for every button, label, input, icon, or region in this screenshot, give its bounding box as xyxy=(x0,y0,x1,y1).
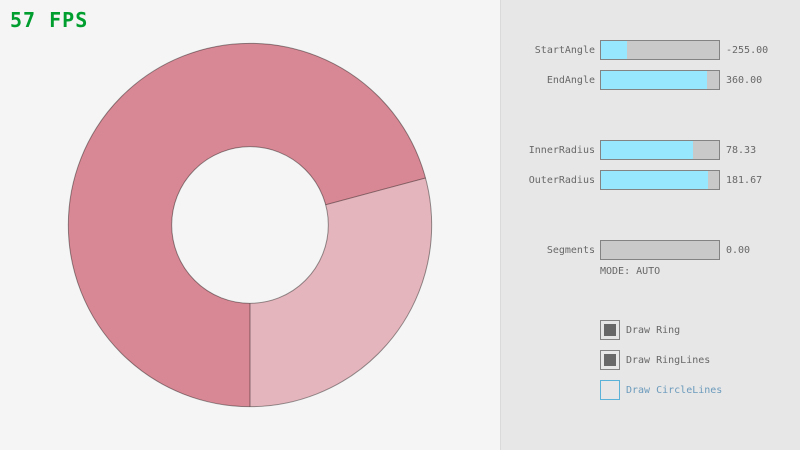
draw-ring-row: Draw Ring xyxy=(501,320,800,340)
draw-ring-checkbox[interactable] xyxy=(600,320,620,340)
outerradius-row: OuterRadius 181.67 xyxy=(501,170,800,190)
fps-counter: 57 FPS xyxy=(10,8,89,32)
outerradius-value: 181.67 xyxy=(726,175,763,186)
check-mark-icon xyxy=(604,384,616,396)
endangle-slider-fill xyxy=(601,71,707,89)
startangle-slider-fill xyxy=(601,41,627,59)
innerradius-slider[interactable] xyxy=(600,140,720,160)
endangle-value: 360.00 xyxy=(726,75,763,86)
endangle-slider[interactable] xyxy=(600,70,720,90)
innerradius-slider-fill xyxy=(601,141,693,159)
outerradius-slider-fill xyxy=(601,171,708,189)
innerradius-row: InnerRadius 78.33 xyxy=(501,140,800,160)
draw-circlelines-checkbox[interactable] xyxy=(600,380,620,400)
innerradius-label: InnerRadius xyxy=(528,145,595,156)
innerradius-value: 78.33 xyxy=(726,145,757,156)
segments-mode-text: MODE: AUTO xyxy=(600,266,661,277)
outerradius-label: OuterRadius xyxy=(528,175,595,186)
segments-slider[interactable] xyxy=(600,240,720,260)
startangle-value: -255.00 xyxy=(726,45,769,56)
startangle-row: StartAngle -255.00 xyxy=(501,40,800,60)
draw-circlelines-label: Draw CircleLines xyxy=(626,385,723,396)
draw-circlelines-row: Draw CircleLines xyxy=(501,380,800,400)
endangle-row: EndAngle 360.00 xyxy=(501,70,800,90)
draw-ringlines-label: Draw RingLines xyxy=(626,355,711,366)
check-mark-icon xyxy=(604,324,616,336)
startangle-slider[interactable] xyxy=(600,40,720,60)
segments-value: 0.00 xyxy=(726,245,751,256)
check-mark-icon xyxy=(604,354,616,366)
ring-canvas[interactable] xyxy=(0,0,500,450)
outerradius-slider[interactable] xyxy=(600,170,720,190)
startangle-label: StartAngle xyxy=(534,45,595,56)
draw-ring-label: Draw Ring xyxy=(626,325,681,336)
draw-ringlines-checkbox[interactable] xyxy=(600,350,620,370)
draw-ringlines-row: Draw RingLines xyxy=(501,350,800,370)
segments-row: Segments 0.00 xyxy=(501,240,800,260)
endangle-label: EndAngle xyxy=(546,75,595,86)
control-panel: StartAngle -255.00 EndAngle 360.00 Inner… xyxy=(500,0,800,450)
segments-label: Segments xyxy=(546,245,595,256)
